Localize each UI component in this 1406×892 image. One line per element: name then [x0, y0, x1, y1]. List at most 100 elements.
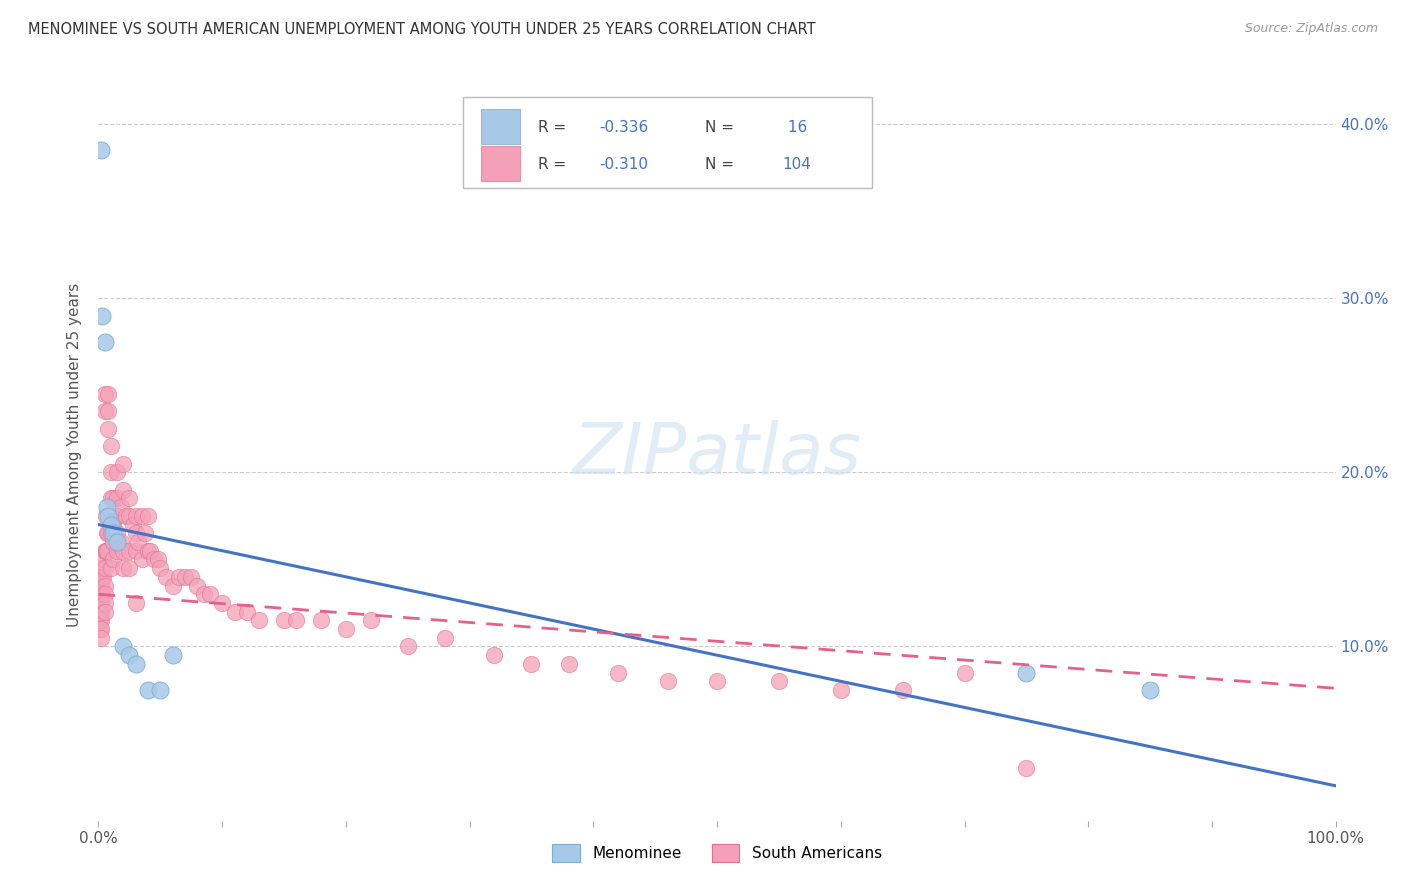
Point [90, 622, 112, 636]
Point [97, 404, 120, 418]
Point [89, 613, 111, 627]
Point [103, 491, 125, 506]
Point [236, 605, 259, 619]
Point [90, 631, 112, 645]
Point [103, 535, 125, 549]
Point [97, 422, 120, 436]
Point [93, 578, 115, 592]
Point [1015, 665, 1038, 680]
Point [136, 508, 159, 523]
Point [127, 535, 149, 549]
Point [90, 596, 112, 610]
Point [433, 631, 456, 645]
Point [118, 508, 141, 523]
Text: MENOMINEE VS SOUTH AMERICAN UNEMPLOYMENT AMONG YOUTH UNDER 25 YEARS CORRELATION : MENOMINEE VS SOUTH AMERICAN UNEMPLOYMENT… [28, 22, 815, 37]
Point [91, 587, 114, 601]
Point [93, 552, 115, 566]
Point [768, 674, 790, 689]
Text: ZIPatlas: ZIPatlas [572, 420, 862, 490]
Point [89, 570, 111, 584]
Point [198, 587, 221, 601]
Point [706, 674, 728, 689]
Legend: Menominee, South Americans: Menominee, South Americans [546, 838, 889, 868]
Point [89, 622, 111, 636]
Text: 104: 104 [783, 157, 811, 172]
Point [94, 543, 117, 558]
Point [124, 508, 146, 523]
Point [830, 683, 852, 698]
Point [174, 570, 197, 584]
Point [100, 517, 122, 532]
Point [105, 491, 128, 506]
Point [93, 387, 115, 401]
Point [139, 543, 162, 558]
Point [607, 665, 630, 680]
Point [90, 561, 112, 575]
Point [97, 387, 120, 401]
Point [112, 457, 135, 471]
Point [96, 526, 118, 541]
Point [162, 578, 184, 592]
Point [118, 648, 141, 663]
Point [100, 466, 122, 480]
Point [211, 596, 233, 610]
Point [90, 143, 112, 157]
Point [91, 309, 114, 323]
Point [89, 605, 111, 619]
Point [110, 535, 132, 549]
Point [100, 508, 122, 523]
Point [273, 613, 295, 627]
Text: -0.310: -0.310 [599, 157, 648, 172]
Point [93, 561, 115, 575]
Point [484, 648, 506, 663]
Point [124, 543, 146, 558]
Point [90, 605, 112, 619]
Point [112, 561, 135, 575]
Point [112, 640, 135, 654]
Point [167, 570, 190, 584]
Point [124, 596, 146, 610]
Y-axis label: Unemployment Among Youth under 25 years: Unemployment Among Youth under 25 years [67, 283, 83, 627]
Point [180, 570, 202, 584]
Text: R =: R = [537, 157, 571, 172]
Point [118, 561, 141, 575]
Point [396, 640, 419, 654]
Point [97, 508, 120, 523]
Point [143, 552, 166, 566]
Point [90, 587, 112, 601]
Point [149, 683, 172, 698]
Text: N =: N = [704, 120, 738, 136]
Bar [481, 145, 520, 180]
Text: -0.336: -0.336 [599, 120, 648, 136]
Point [136, 543, 159, 558]
Point [309, 613, 332, 627]
Point [162, 648, 184, 663]
Point [100, 526, 122, 541]
Point [335, 622, 357, 636]
Point [131, 552, 153, 566]
Point [90, 613, 112, 627]
Text: Source: ZipAtlas.com: Source: ZipAtlas.com [1244, 22, 1378, 36]
Point [103, 526, 125, 541]
Point [100, 439, 122, 453]
Point [105, 535, 128, 549]
Point [97, 526, 120, 541]
Point [193, 587, 215, 601]
Point [105, 466, 128, 480]
Point [103, 552, 125, 566]
Point [94, 508, 117, 523]
Point [124, 526, 146, 541]
Point [149, 561, 172, 575]
Point [520, 657, 543, 671]
Point [186, 578, 208, 592]
Point [953, 665, 976, 680]
Point [112, 543, 135, 558]
Point [105, 543, 128, 558]
Point [118, 491, 141, 506]
Point [114, 508, 136, 523]
Point [93, 543, 115, 558]
Point [136, 683, 159, 698]
Point [100, 491, 122, 506]
Point [134, 526, 156, 541]
Point [146, 552, 169, 566]
